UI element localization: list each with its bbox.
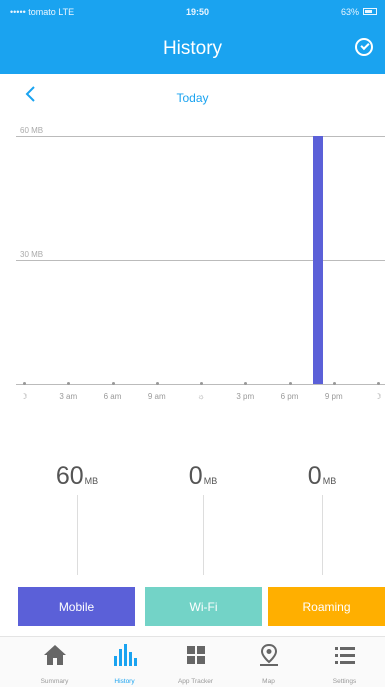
page-title: History <box>162 38 223 59</box>
wifi-divider <box>203 495 204 575</box>
x-tick-label: ☼ <box>197 392 205 401</box>
wifi-filter-button[interactable]: Wi-Fi <box>145 587 262 626</box>
x-tick <box>67 382 71 385</box>
x-tick-label: 3 am <box>59 392 78 401</box>
gridline-top <box>16 136 385 137</box>
x-tick-label: 9 am <box>147 392 166 401</box>
bar-chart-icon <box>114 644 137 666</box>
carrier-label: ••••• tomato LTE <box>10 7 75 17</box>
x-tick <box>288 382 292 385</box>
mobile-filter-button[interactable]: Mobile <box>18 587 135 626</box>
tab-settings[interactable]: Settings <box>306 637 383 687</box>
wifi-total: 0MB <box>153 462 253 491</box>
x-tick-label: ☽ <box>374 392 382 401</box>
y-axis-label-middle: 30 MB <box>20 250 44 259</box>
roaming-total-value: 0 <box>307 462 322 490</box>
tab-map[interactable]: Map <box>230 637 307 687</box>
y-axis-label-top: 60 MB <box>20 126 44 135</box>
tab-app-tracker[interactable]: App Tracker <box>157 637 234 687</box>
x-tick-label: 6 pm <box>280 392 299 401</box>
tab-app-tracker-label: App Tracker <box>177 678 214 685</box>
tab-summary[interactable]: Summary <box>16 637 93 687</box>
x-tick <box>377 382 380 385</box>
status-bar: ••••• tomato LTE 19:50 63% <box>0 0 385 22</box>
wifi-total-unit: MB <box>203 476 218 486</box>
home-icon <box>44 645 66 665</box>
tab-history-label: History <box>114 678 135 685</box>
x-tick-label: 9 pm <box>324 392 343 401</box>
tab-settings-label: Settings <box>332 678 357 685</box>
x-tick <box>155 382 159 385</box>
clock-icon[interactable] <box>355 38 373 56</box>
mobile-total-value: 60 <box>55 462 84 490</box>
x-tick-label: 3 pm <box>236 392 255 401</box>
x-tick-label: ☽ <box>20 392 28 401</box>
tab-summary-label: Summary <box>40 678 69 685</box>
grid-icon <box>187 646 205 664</box>
x-tick <box>244 382 248 385</box>
chevron-left-icon[interactable] <box>22 84 42 104</box>
mobile-divider <box>77 495 78 575</box>
x-tick <box>200 382 203 385</box>
roaming-total: 0MB <box>272 462 372 491</box>
gridline-middle <box>16 260 385 261</box>
x-tick <box>111 382 115 385</box>
mobile-total-unit: MB <box>84 476 99 486</box>
x-tick <box>23 382 26 385</box>
usage-bar[interactable] <box>312 136 323 384</box>
battery-icon <box>363 8 377 15</box>
x-tick <box>332 382 336 385</box>
tab-bar: Summary History App Tracker Map <box>0 636 385 687</box>
app-header: ••••• tomato LTE 19:50 63% History <box>0 0 385 74</box>
mobile-total: 60MB <box>27 462 127 491</box>
list-icon <box>335 647 355 664</box>
battery-percent: 63% <box>340 7 359 17</box>
roaming-total-unit: MB <box>322 476 337 486</box>
date-label: Today <box>176 91 209 105</box>
roaming-filter-button[interactable]: Roaming <box>268 587 385 626</box>
map-pin-icon <box>260 643 278 666</box>
x-tick-label: 6 am <box>103 392 122 401</box>
wifi-total-value: 0 <box>188 462 203 490</box>
tab-history[interactable]: History <box>86 637 163 687</box>
status-time: 19:50 <box>186 7 210 17</box>
tab-map-label: Map <box>262 678 275 685</box>
roaming-divider <box>322 495 323 575</box>
